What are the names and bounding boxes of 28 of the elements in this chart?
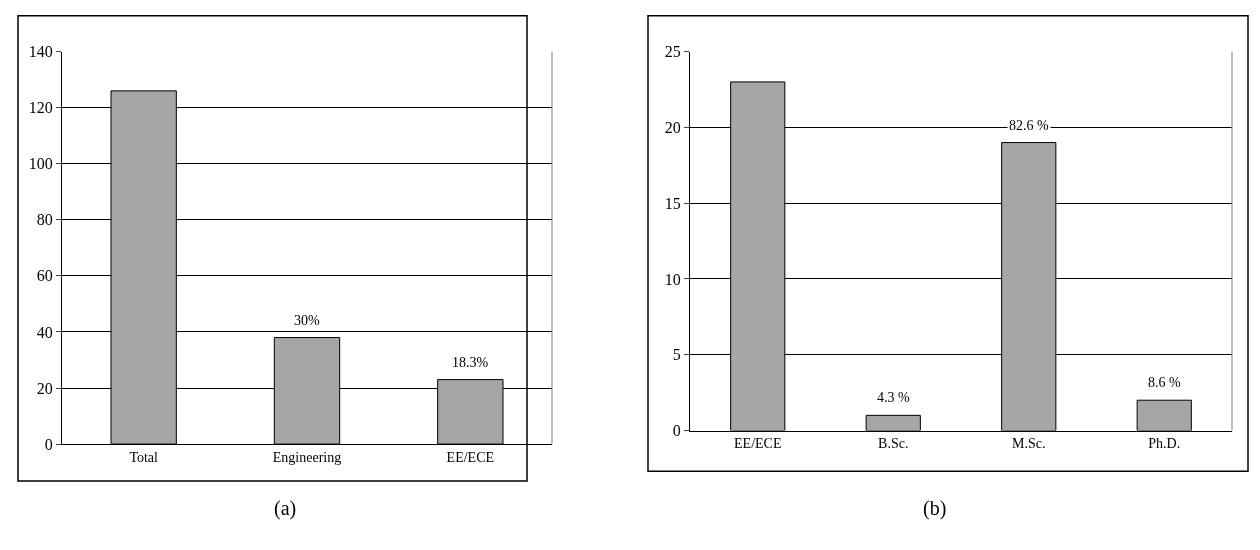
y-tick-label: 0 <box>672 422 681 440</box>
annotation: 82.6 % <box>1009 118 1049 133</box>
y-tick-label: 15 <box>664 194 681 212</box>
y-tick-label: 10 <box>664 270 681 288</box>
y-tick-label: 120 <box>28 99 53 117</box>
annotation: 30% <box>294 313 320 328</box>
y-tick-label: 20 <box>36 379 53 397</box>
x-tick-label: B.Sc. <box>878 436 909 452</box>
y-tick-label: 5 <box>672 346 681 364</box>
x-tick-label: Ph.D. <box>1148 436 1181 452</box>
annotation: 18.3% <box>452 355 489 370</box>
text: (a) <box>274 497 297 520</box>
y-tick-label: 80 <box>36 211 53 229</box>
y-tick-label: 20 <box>664 118 681 136</box>
annotation: 4.3 % <box>877 390 910 405</box>
annotation: 8.6 % <box>1148 375 1181 390</box>
y-tick-label: 140 <box>28 43 53 61</box>
text: (b) <box>923 497 947 520</box>
x-tick-label: EE/ECE <box>446 449 495 465</box>
y-tick-label: 0 <box>44 435 53 453</box>
y-tick-label: 60 <box>36 267 53 285</box>
x-tick-label: M.Sc. <box>1012 436 1046 452</box>
x-tick-label: Engineering <box>272 449 342 465</box>
x-tick-label: EE/ECE <box>734 436 782 452</box>
y-tick-label: 100 <box>28 155 53 173</box>
y-tick-label: 25 <box>664 43 681 61</box>
x-tick-label: Total <box>129 449 159 465</box>
y-tick-label: 40 <box>36 323 53 341</box>
